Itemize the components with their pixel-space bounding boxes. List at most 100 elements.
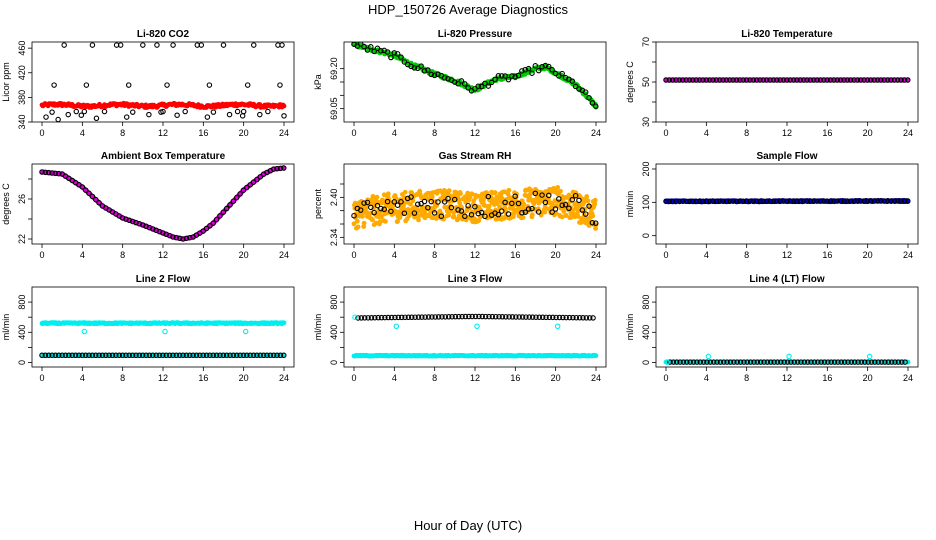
panel-1: Li-820 Pressure kPa 0 4 8 12 16 20 24 69.05 69.20 [313,29,607,138]
data-point [89,42,96,48]
data-point [370,217,375,223]
y-tick-label: 200 [641,161,651,176]
data-point [251,42,257,48]
data-point [465,190,471,196]
data-point [794,77,800,83]
data-point [485,193,492,200]
data-point [529,205,535,212]
data-point [817,198,824,204]
data-point [89,193,96,200]
data-point [361,200,367,206]
data-area [663,77,911,83]
data-point [428,198,434,205]
data-point [45,352,52,359]
data-point [61,42,67,48]
data-point [884,198,891,204]
data-point [827,198,834,204]
panel-title: Sample Flow [756,151,817,162]
data-point [838,359,845,365]
data-point [207,223,213,229]
data-point [707,359,714,365]
data-point [770,77,777,83]
data-point [133,219,139,226]
data-point [545,63,552,70]
data-point [421,198,428,205]
data-point [884,77,891,83]
y-axis-label: ml/min [313,314,323,341]
data-point [203,352,210,359]
data-point [874,77,881,83]
data-point [741,359,747,365]
data-point [52,170,59,177]
data-point [593,226,598,231]
data-point [129,352,136,359]
data-point [368,44,374,50]
data-point [535,209,542,215]
data-point [760,198,767,204]
data-point [502,199,508,206]
data-point [391,199,398,205]
data-point [482,313,489,320]
data-point [810,77,817,83]
data-point [847,77,854,83]
y-axis-label: kPa [313,74,323,90]
data-point [66,352,72,359]
data-point [505,211,512,217]
data-point [777,198,783,204]
data-point [452,313,459,320]
data-point [824,77,830,83]
data-point [492,190,498,195]
data-point [393,323,400,329]
data-point [374,194,380,200]
x-tick-label: 24 [279,373,289,383]
data-point [481,197,486,203]
data-point [402,314,408,321]
data-point [451,196,458,203]
panel-title: Line 2 Flow [136,274,191,285]
data-point [747,198,753,204]
data-point [666,198,673,205]
series-1 [43,42,287,122]
data-point [79,352,86,359]
data-point [281,320,287,326]
data-point [533,314,539,320]
data-point [78,112,85,118]
data-point [375,314,381,321]
data-point [368,315,375,321]
data-point [257,352,264,359]
data-point [703,77,710,83]
series-1 [355,313,596,321]
data-point [82,352,89,359]
panel-title: Gas Stream RH [439,151,512,162]
data-point [905,198,911,204]
data-point [186,352,193,359]
data-point [355,224,361,230]
data-point [716,77,723,83]
data-point [888,198,894,204]
data-point [398,54,404,60]
data-point [697,359,704,365]
data-point [757,77,763,83]
y-tick-label: 0 [329,360,339,365]
data-point [710,198,716,205]
data-point [478,209,485,216]
x-tick-label: 12 [158,373,168,383]
data-point [804,198,810,204]
data-point [522,209,528,215]
data-point [277,82,283,88]
data-point [176,235,183,242]
data-point [513,314,519,320]
data-point [566,314,573,321]
data-point [73,108,80,115]
data-point [560,314,566,321]
data-point [754,359,761,365]
data-point [431,72,438,79]
data-point [868,359,875,365]
data-point [462,213,468,220]
data-point [670,359,677,365]
data-point [378,314,385,321]
data-point [394,51,401,57]
data-point [851,359,858,365]
x-axis-label: Hour of Day (UTC) [413,518,523,533]
data-point [875,359,881,365]
